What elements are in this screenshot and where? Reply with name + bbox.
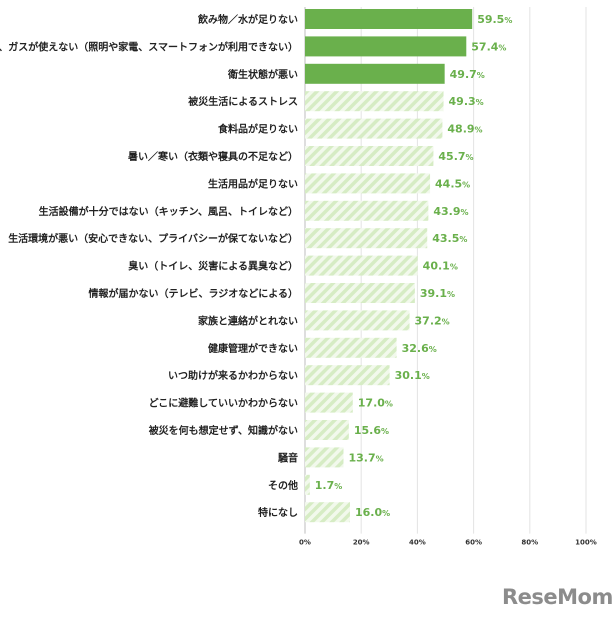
value-label: 57.4% [471,40,506,53]
category-label: 食料品が足りない [217,123,298,136]
x-tick-label: 20% [353,539,370,547]
category-label: 生活環境が悪い（安心できない、プライバシーが保てないなど） [8,232,298,245]
category-label: 情報が届かない（テレビ、ラジオなどによる） [89,287,299,300]
category-label: 特になし [258,506,298,519]
category-label: 騒音 [277,451,298,464]
x-tick-label: 60% [465,539,482,547]
value-label: 40.1% [423,260,458,273]
value-label: 48.9% [447,123,482,136]
bar [305,200,429,221]
category-label: 電気、ガスが使えない（照明や家電、スマートフォンが利用できない） [0,40,298,53]
resemom-logo: ReseMom [502,585,613,609]
value-label: 43.9% [433,205,468,218]
value-label: 45.7% [438,150,473,163]
bar [305,63,445,84]
x-tick-label: 40% [409,539,426,547]
bar [305,118,443,139]
bar [305,173,431,194]
bar [305,146,434,166]
value-label: 44.5% [435,177,470,190]
value-label: 39.1% [420,287,455,300]
bar [305,9,473,29]
bar [305,420,349,440]
x-tick-label: 80% [521,539,538,547]
bar [305,502,350,523]
category-label: 健康管理ができない [208,342,298,355]
category-label: その他 [268,479,298,492]
category-label: どこに避難していいかわからない [149,397,298,410]
category-labels: 飲み物／水が足りない電気、ガスが使えない（照明や家電、スマートフォンが利用できな… [0,13,298,519]
bar [305,447,344,468]
x-tick-label: 100% [575,539,597,547]
value-label: 15.6% [354,424,389,437]
bar [305,474,310,495]
category-label: いつ助けが来るかわからない [168,369,298,382]
bar [305,337,397,358]
value-labels: 59.5% 57.4% 49.7% 49.3% 48.9% 45.7% 44.5% 43.9%… [315,13,513,519]
category-label: 衛生状態が悪い [227,68,298,81]
category-label: 飲み物／水が足りない [197,13,298,26]
value-label: 30.1% [395,369,430,382]
value-label: 1.7% [315,479,343,492]
bar [305,91,444,112]
category-label: 生活用品が足りない [208,177,298,190]
category-label: 被災生活によるストレス [188,95,298,108]
value-label: 43.5% [432,232,467,245]
value-label: 13.7% [348,451,383,464]
value-label: 37.2% [415,314,450,327]
bar [305,310,410,331]
bar [305,36,467,57]
bar [305,392,353,413]
x-axis-ticks: 0% 20% 40% 60% 80% 100% [299,539,597,547]
category-label: 生活設備が十分ではない（キッチン、風呂、トイレなど） [39,205,298,218]
value-label: 49.7% [450,68,485,81]
value-label: 17.0% [358,397,393,410]
bar [305,228,428,249]
category-label: 被災を何も想定せず、知識がない [149,424,298,437]
bar [305,365,390,386]
bar [305,255,418,276]
value-label: 16.0% [355,506,390,519]
category-label: 暑い／寒い（衣類や寝具の不足など） [128,150,298,163]
bars [305,9,473,523]
value-label: 49.3% [449,95,484,108]
category-label: 臭い（トイレ、災害による異臭など） [128,260,298,273]
category-label: 家族と連絡がとれない [198,314,298,327]
bar [305,283,415,303]
value-label: 32.6% [402,342,437,355]
value-label: 59.5% [477,13,512,26]
x-tick-label: 0% [299,539,311,547]
